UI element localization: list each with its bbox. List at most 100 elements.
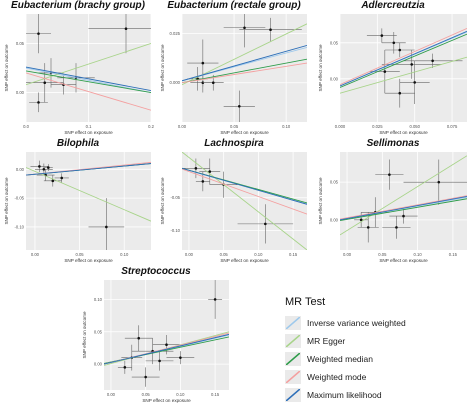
y-tick-label: 0.00 bbox=[94, 362, 103, 367]
data-point bbox=[413, 81, 417, 84]
regression-line bbox=[182, 152, 307, 250]
chart-panel-lachnospira: Lachnospira 0.00 0.05 0.10 0.15 -0.05 -0.10 SN… bbox=[158, 138, 310, 266]
data-point bbox=[37, 32, 40, 35]
y-axis-title: SNP effect on outcome bbox=[160, 44, 165, 92]
y-tick-label: 0.05 bbox=[330, 180, 339, 185]
data-point bbox=[165, 343, 168, 347]
chart-plot: 0.00 0.05 0.10 0.000 0.025 SNP effect on expo… bbox=[160, 14, 307, 135]
data-point bbox=[213, 298, 217, 301]
legend-swatch-line bbox=[286, 389, 300, 401]
y-axis-title: SNP effect on outcome bbox=[4, 177, 9, 225]
x-tick-label: 0.05 bbox=[75, 252, 84, 257]
x-tick-label: 0.00 bbox=[107, 392, 116, 397]
legend-title: MR Test bbox=[285, 296, 326, 308]
regression-line bbox=[340, 195, 467, 220]
data-point bbox=[208, 170, 212, 173]
plot-background bbox=[340, 14, 467, 122]
y-tick-label: -0.10 bbox=[170, 228, 180, 233]
x-tick-label: 0.05 bbox=[378, 252, 387, 257]
x-tick-label: 0.05 bbox=[220, 252, 229, 257]
y-tick-label: 0.025 bbox=[170, 31, 181, 36]
chart-title: Eubacterium (brachy group) bbox=[11, 0, 145, 11]
legend-label: Weighted median bbox=[307, 354, 373, 364]
x-axis-title: SNP effect on exposure bbox=[64, 258, 113, 263]
data-point bbox=[388, 173, 391, 176]
data-point bbox=[51, 179, 55, 183]
x-tick-label: 0.10 bbox=[120, 252, 129, 257]
regression-line bbox=[182, 44, 307, 82]
data-point bbox=[123, 366, 127, 369]
chart-panel-eubacterium-rectale: Eubacterium (rectale group) 0.00 0.05 0.10… bbox=[158, 0, 310, 138]
chart-title: Eubacterium (rectale group) bbox=[167, 0, 301, 11]
data-point bbox=[158, 359, 161, 363]
regression-line bbox=[340, 30, 467, 87]
legend-swatch-stroke bbox=[286, 353, 300, 365]
x-tick-label: 0.10 bbox=[282, 124, 291, 129]
legend-swatch-line bbox=[286, 317, 300, 329]
legend-label: Weighted mode bbox=[307, 372, 367, 382]
y-tick-label: 0.10 bbox=[94, 297, 103, 302]
legend: MR Test Inverse variance weighted MR Egg… bbox=[281, 296, 467, 406]
legend-swatch-stroke bbox=[286, 389, 300, 401]
data-point bbox=[144, 375, 147, 379]
legend-swatch bbox=[285, 352, 301, 366]
data-point bbox=[194, 167, 198, 170]
x-tick-label: 0.2 bbox=[148, 124, 154, 129]
legend-swatch-stroke bbox=[286, 335, 300, 347]
x-tick-label: 0.000 bbox=[335, 124, 346, 129]
x-axis-title: SNP effect on exposure bbox=[379, 130, 428, 135]
regression-line bbox=[182, 168, 307, 215]
legend-item-mr-egger: MR Egger bbox=[285, 334, 345, 348]
data-point bbox=[410, 63, 414, 66]
x-axis-title: SNP effect on exposure bbox=[142, 398, 191, 403]
regression-line bbox=[26, 43, 151, 86]
chart-plot: 0.00 0.05 0.10 0.15 -0.05 -0.10 SNP effect on … bbox=[160, 152, 307, 263]
regression-line bbox=[26, 70, 151, 93]
regression-line bbox=[26, 66, 151, 92]
legend-item-ivw: Inverse variance weighted bbox=[285, 316, 406, 330]
x-tick-label: 0.15 bbox=[449, 252, 458, 257]
x-tick-label: 0.10 bbox=[414, 252, 423, 257]
x-tick-label: 0.05 bbox=[230, 124, 239, 129]
chart-panel-sellimonas: Sellimonas 0.00 0.05 0.10 0.15 0.00 0.05 SNP e… bbox=[316, 138, 470, 266]
x-axis-title: SNP effect on exposure bbox=[64, 130, 113, 135]
data-point bbox=[264, 222, 267, 226]
regression-line bbox=[340, 196, 467, 221]
chart-title: Adlercreutzia bbox=[361, 0, 425, 11]
y-axis-title: SNP effect on outcome bbox=[318, 44, 323, 92]
data-point bbox=[243, 26, 246, 30]
regression-line bbox=[340, 155, 467, 236]
data-point bbox=[124, 27, 128, 31]
data-point bbox=[380, 34, 384, 37]
legend-swatch-line bbox=[286, 335, 300, 347]
y-tick-label: -0.10 bbox=[14, 224, 24, 229]
legend-swatch bbox=[285, 370, 301, 384]
data-point bbox=[269, 28, 272, 32]
x-tick-label: 0.075 bbox=[447, 124, 458, 129]
chart-panel-bilophila: Bilophila 0.00 0.05 0.10 0.00 -0.05 -0.10 SNP … bbox=[2, 138, 154, 266]
data-point bbox=[359, 218, 363, 222]
x-tick-label: 0.00 bbox=[178, 124, 187, 129]
chart-plot: 0.0 0.1 0.2 0.00 0.05 SNP effect on exposure S… bbox=[4, 14, 155, 135]
data-point bbox=[402, 214, 405, 218]
y-axis-title: SNP effect on outcome bbox=[160, 177, 165, 225]
data-point bbox=[105, 225, 108, 229]
y-tick-label: 0.00 bbox=[16, 90, 25, 95]
y-tick-label: 0.05 bbox=[94, 329, 103, 334]
chart-plot: 0.00 0.05 0.10 0.00 -0.05 -0.10 SNP effect on … bbox=[4, 152, 151, 263]
regression-line bbox=[182, 58, 307, 84]
data-point bbox=[395, 226, 398, 229]
regression-line bbox=[26, 163, 151, 176]
regression-line bbox=[340, 198, 467, 222]
data-point bbox=[38, 165, 41, 168]
chart-plot: 0.000 0.025 0.050 0.075 0.00 0.05 SNP effect o… bbox=[318, 14, 467, 135]
x-tick-label: 0.025 bbox=[372, 124, 383, 129]
data-point bbox=[60, 176, 64, 180]
legend-item-weighted-median: Weighted median bbox=[285, 352, 373, 366]
data-point bbox=[179, 356, 182, 359]
chart-title: Sellimonas bbox=[366, 138, 420, 149]
x-tick-label: 0.050 bbox=[409, 124, 420, 129]
data-point bbox=[437, 180, 441, 184]
data-point bbox=[237, 104, 241, 108]
